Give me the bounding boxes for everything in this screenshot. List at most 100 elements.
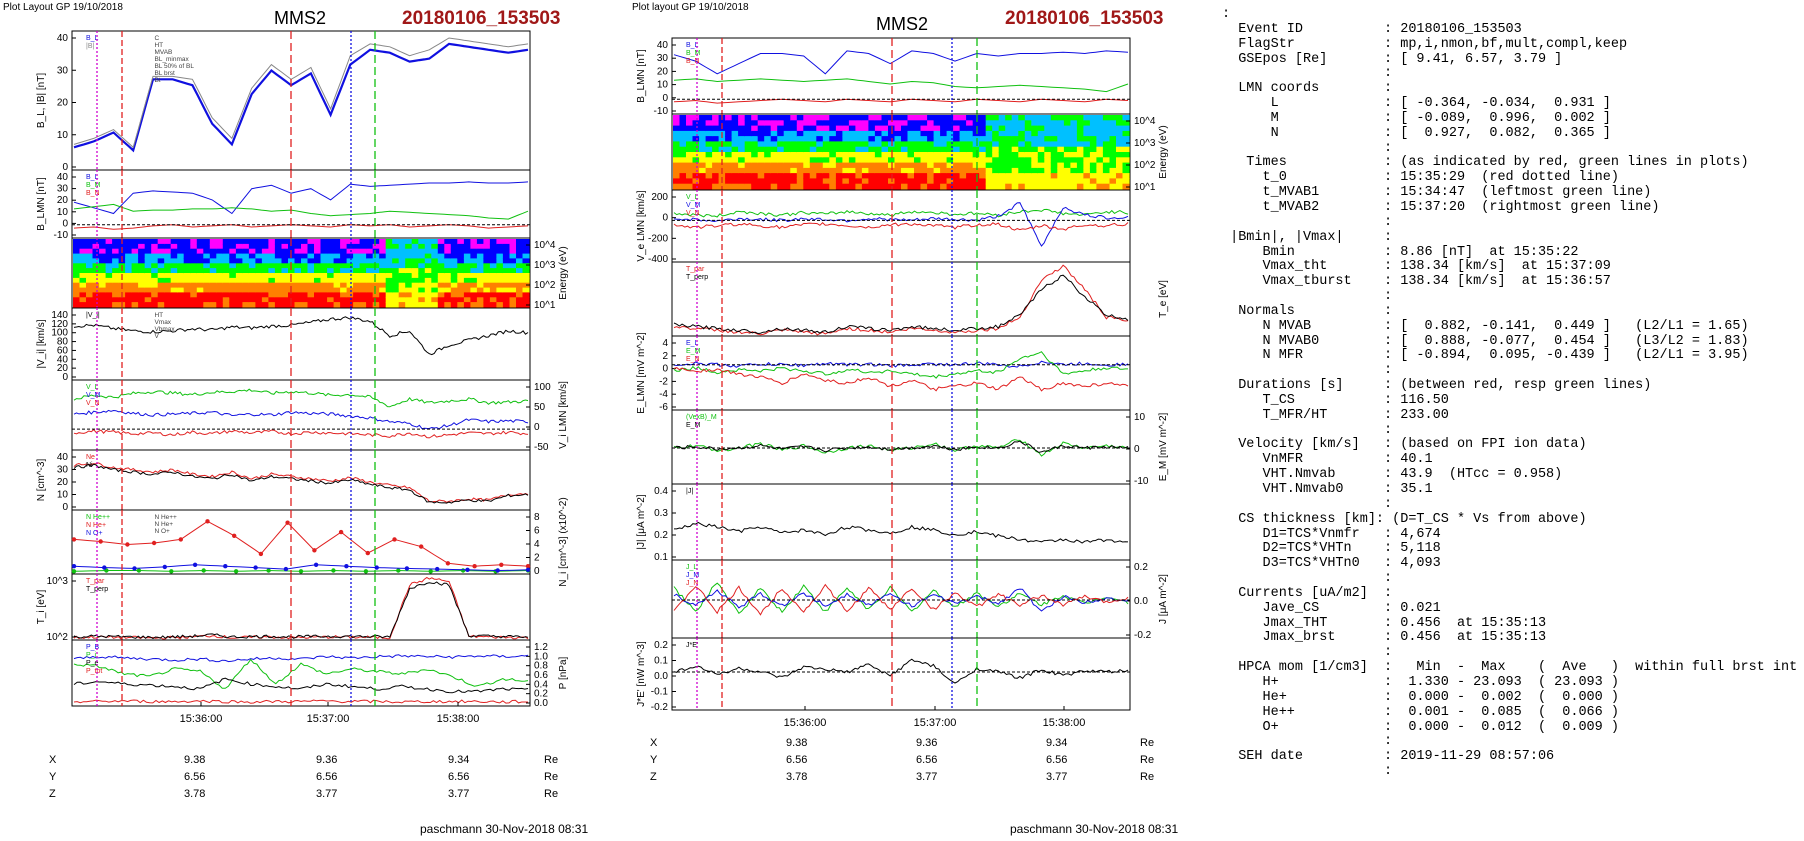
spectrogram-cell bbox=[972, 162, 980, 169]
spectrogram-cell bbox=[757, 173, 765, 179]
spectrogram-cell bbox=[1070, 125, 1078, 132]
info-line: D2=TCS*VHTn : 5,118 bbox=[1262, 541, 1441, 557]
info-line: Velocity [km/s] : (based on FPI ion data… bbox=[1238, 437, 1587, 453]
spectrogram-cell bbox=[411, 292, 419, 298]
series-line bbox=[73, 224, 529, 230]
spectrogram-cell bbox=[757, 125, 765, 132]
spectrogram-cell bbox=[1096, 130, 1104, 137]
spectrogram-cell bbox=[385, 292, 393, 298]
spectrogram-cell bbox=[1024, 125, 1032, 132]
spectrogram-cell bbox=[489, 292, 497, 298]
spectrogram-cell bbox=[92, 248, 100, 255]
spectrogram-cell bbox=[861, 173, 869, 179]
spectrogram-cell bbox=[170, 263, 178, 269]
spectrogram-cell bbox=[320, 287, 328, 294]
spectrogram-cell bbox=[1031, 141, 1039, 148]
spectrogram-cell bbox=[809, 130, 817, 137]
data-point bbox=[435, 566, 440, 572]
spectrogram-cell bbox=[99, 277, 107, 284]
spectrogram-cell bbox=[131, 282, 139, 289]
spectrogram-cell bbox=[516, 292, 524, 298]
spectrogram-cell bbox=[959, 141, 967, 148]
spectrogram-cell bbox=[463, 273, 471, 279]
spectrogram-cell bbox=[718, 173, 726, 179]
right-pos-z-1: 3.78 bbox=[786, 771, 808, 783]
spectrogram-cell bbox=[144, 277, 152, 284]
data-point bbox=[472, 564, 477, 569]
spectrogram-cell bbox=[835, 115, 843, 121]
info-line: N : [ 0.927, 0.082, 0.365 ] bbox=[1270, 125, 1611, 141]
spectrogram-cell bbox=[502, 273, 510, 279]
spectrogram-cell bbox=[431, 287, 439, 294]
spectrogram-cell bbox=[346, 273, 354, 279]
spectrogram-cell bbox=[796, 183, 804, 190]
spectrogram-cell bbox=[901, 125, 909, 132]
series-line bbox=[73, 388, 529, 408]
spectrogram-cell bbox=[437, 282, 445, 289]
spectrogram-cell bbox=[1122, 157, 1130, 164]
spectrogram-cell bbox=[151, 248, 159, 255]
spectrogram-cell bbox=[327, 282, 335, 289]
spectrogram-cell bbox=[320, 258, 328, 264]
spectrogram-cell bbox=[79, 263, 87, 269]
spectrogram-cell bbox=[1116, 141, 1124, 148]
spectrogram-cell bbox=[476, 277, 484, 284]
spectrogram-cell bbox=[1050, 141, 1058, 148]
spectrogram-cell bbox=[255, 282, 263, 289]
spectrogram-cell bbox=[431, 297, 439, 303]
info-line: L : [ -0.364, -0.034, 0.931 ] bbox=[1270, 96, 1611, 112]
spectrogram-cell bbox=[489, 302, 497, 308]
spectrogram-cell bbox=[222, 273, 230, 279]
spectrogram-cell bbox=[281, 263, 289, 269]
info-line: t_0 : 15:35:29 (red dotted line) bbox=[1262, 170, 1619, 186]
data-point bbox=[338, 529, 344, 535]
spectrogram-cell bbox=[489, 287, 497, 294]
spectrogram-cell bbox=[1063, 152, 1071, 158]
y-tick-label: 8 bbox=[534, 512, 540, 523]
legend-entry: B_M bbox=[686, 50, 701, 57]
spectrogram-cell bbox=[190, 263, 198, 269]
spectrogram-cell bbox=[809, 120, 817, 127]
spectrogram-cell bbox=[372, 277, 380, 284]
spectrogram-cell bbox=[835, 157, 843, 164]
spectrogram-cell bbox=[738, 178, 746, 185]
spectrogram-cell bbox=[242, 292, 250, 298]
spectrogram-cell bbox=[314, 239, 322, 245]
right-pos-label-y: Y bbox=[650, 754, 658, 766]
spectrogram-cell bbox=[861, 130, 869, 137]
spectrogram-cell bbox=[73, 273, 81, 279]
spectrogram-cell bbox=[888, 120, 896, 127]
spectrogram-cell bbox=[861, 120, 869, 127]
spectrogram-cell bbox=[457, 263, 465, 269]
spectrogram-cell bbox=[816, 178, 824, 185]
spectrogram-cell bbox=[151, 243, 159, 250]
spectrogram-cell bbox=[489, 239, 497, 245]
spectrogram-cell bbox=[816, 115, 824, 121]
spectrogram-cell bbox=[398, 292, 406, 298]
spectrogram-cell bbox=[848, 146, 856, 153]
data-point bbox=[192, 562, 198, 567]
legend-entry: B_L bbox=[86, 174, 99, 181]
spectrogram-cell bbox=[731, 130, 739, 137]
spectrogram-cell bbox=[307, 268, 315, 274]
spectrogram-cell bbox=[673, 141, 681, 148]
spectrogram-cell bbox=[203, 292, 211, 298]
spectrogram-cell bbox=[985, 178, 993, 185]
spectrogram-cell bbox=[431, 273, 439, 279]
spectrogram-cell bbox=[385, 248, 393, 255]
legend-entry: J_N bbox=[686, 580, 698, 587]
spectrogram-cell bbox=[92, 243, 100, 250]
spectrogram-cell bbox=[1037, 120, 1045, 127]
data-point bbox=[285, 520, 290, 525]
spectrogram-cell bbox=[927, 136, 935, 142]
y-axis-label: B_LMN [nT] bbox=[636, 49, 647, 103]
spectrogram-cell bbox=[1109, 120, 1117, 127]
spectrogram-cell bbox=[1031, 146, 1039, 153]
spectrogram-cell bbox=[522, 243, 530, 250]
spectrogram-cell bbox=[894, 152, 902, 158]
spectrogram-cell bbox=[333, 273, 341, 279]
series-line bbox=[73, 463, 529, 504]
spectrogram-cell bbox=[920, 141, 928, 148]
spectrogram-cell bbox=[86, 277, 94, 284]
spectrogram-cell bbox=[705, 125, 713, 132]
